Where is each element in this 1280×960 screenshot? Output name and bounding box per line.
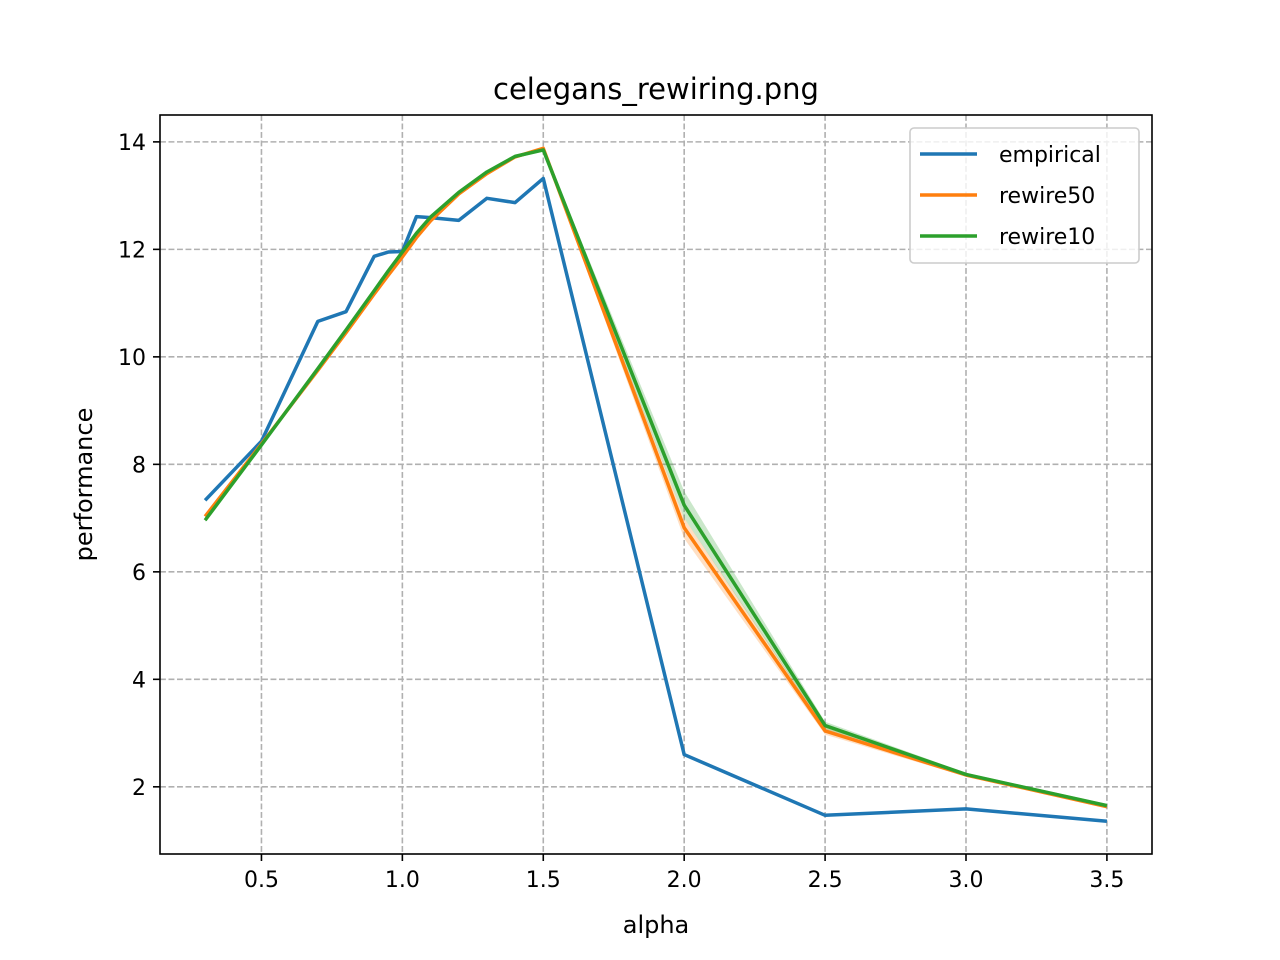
legend-box: [909, 127, 1140, 264]
y-tick-label: 14: [118, 131, 146, 156]
y-tick-label: 10: [118, 346, 146, 371]
plot-frame: [159, 114, 1153, 855]
x-tick-label: 2.5: [808, 868, 843, 893]
legend-label-rewire50: rewire50: [999, 184, 1095, 209]
y-tick-label: 12: [118, 238, 146, 263]
legend-label-empirical: empirical: [999, 143, 1101, 168]
y-tick-label: 8: [132, 453, 146, 478]
y-tick-label: 6: [132, 561, 146, 586]
legend-label-rewire10: rewire10: [999, 225, 1095, 250]
x-tick-label: 1.0: [385, 868, 420, 893]
x-tick-label: 2.0: [667, 868, 702, 893]
x-axis-label: alpha: [623, 911, 690, 939]
y-tick-label: 4: [132, 668, 146, 693]
axis-ticks: 0.5 1.0 1.5 2.0 2.5 3.0 3.5 2 4 6 8 10 12 14: [118, 131, 1124, 893]
y-tick-label: 2: [132, 776, 146, 801]
series-lines: [203, 146, 1108, 823]
x-tick-label: 3.5: [1089, 868, 1124, 893]
grid: [160, 115, 1152, 854]
x-tick-label: 3.0: [949, 868, 984, 893]
y-axis-label: performance: [70, 408, 98, 562]
series-line-rewire10: [203, 148, 1108, 808]
x-tick-label: 1.5: [526, 868, 561, 893]
x-tick-label: 0.5: [244, 868, 279, 893]
chart-title: celegans_rewiring.png: [493, 72, 819, 106]
legend: empirical rewire50 rewire10: [909, 127, 1140, 264]
